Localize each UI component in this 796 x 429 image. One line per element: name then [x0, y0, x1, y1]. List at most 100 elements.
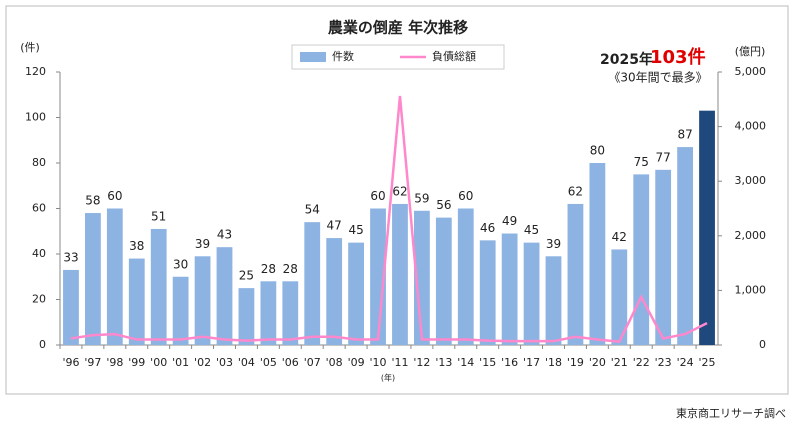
bar — [85, 213, 101, 345]
bar — [326, 238, 343, 345]
data-label: 46 — [480, 221, 495, 235]
y-tick-label: 80 — [32, 156, 46, 169]
bar — [106, 208, 123, 345]
x-tick-label: '15 — [479, 356, 496, 369]
y-tick-label: 100 — [25, 111, 46, 124]
x-tick-label: '21 — [611, 356, 628, 369]
source: 東京商工リサーチ調べ — [676, 406, 786, 420]
data-label: 54 — [305, 203, 320, 217]
x-tick-label: '01 — [172, 356, 189, 369]
annotation-note: 《30年間で最多》 — [608, 71, 707, 85]
y-tick-label: 40 — [32, 247, 46, 260]
bar — [370, 208, 386, 345]
bar — [414, 210, 430, 345]
data-label: 33 — [63, 250, 78, 264]
line — [70, 95, 708, 344]
bar — [150, 228, 167, 345]
y-tick-label: 60 — [32, 202, 46, 215]
x-tick-label: '98 — [106, 356, 123, 369]
data-label: 43 — [217, 228, 232, 242]
data-label: 47 — [327, 219, 342, 233]
data-label: 80 — [590, 144, 605, 158]
annotation-highlight: 103件 — [650, 46, 706, 68]
y2-tick-label: 5,000 — [735, 65, 767, 78]
bar — [633, 174, 650, 345]
bar — [260, 281, 277, 345]
x-tick-label: '22 — [633, 356, 650, 369]
data-label: 62 — [392, 184, 407, 198]
data-label: 60 — [370, 189, 385, 203]
bar — [392, 203, 408, 345]
legend-label: 件数 — [332, 50, 354, 63]
y2-tick-label: 2,000 — [735, 229, 767, 242]
x-tick-label: '11 — [391, 356, 408, 369]
bar — [523, 242, 540, 345]
y-tick-label: 120 — [25, 65, 46, 78]
bar — [304, 222, 321, 345]
y2-tick-label: 0 — [759, 338, 766, 351]
x-tick-label: '09 — [348, 356, 365, 369]
bar — [589, 163, 606, 345]
x-tick-label: '02 — [194, 356, 211, 369]
bar — [435, 217, 452, 345]
data-label: 58 — [85, 194, 100, 208]
chart-title: 農業の倒産 年次推移 — [328, 19, 468, 37]
x-tick-label: '12 — [413, 356, 430, 369]
x-tick-label: '17 — [523, 356, 540, 369]
x-tick-label: '07 — [304, 356, 321, 369]
bar — [128, 258, 145, 345]
data-label: 49 — [502, 214, 517, 228]
bar — [348, 242, 364, 345]
data-label: 38 — [129, 239, 144, 253]
x-tick-label: '19 — [567, 356, 584, 369]
y-tick-label: 0 — [39, 338, 46, 351]
annotation-prefix: 2025年 — [600, 51, 653, 68]
bar — [655, 169, 672, 345]
data-label: 45 — [348, 223, 363, 237]
x-tick-label: '96 — [62, 356, 79, 369]
x-tick-label: '06 — [282, 356, 299, 369]
legend-label: 負債総額 — [432, 49, 476, 63]
y-tick-label: 20 — [32, 293, 46, 306]
bar — [63, 269, 79, 345]
data-label: 59 — [414, 191, 429, 205]
bar — [545, 256, 562, 345]
data-label: 25 — [239, 269, 254, 283]
data-label: 60 — [458, 189, 473, 203]
x-tick-label: '99 — [128, 356, 145, 369]
x-tick-label: '03 — [216, 356, 233, 369]
bar — [238, 288, 255, 345]
x-tick-label: '10 — [370, 356, 387, 369]
y2-tick-label: 1,000 — [735, 283, 767, 296]
bar — [611, 249, 628, 345]
legend-swatch — [300, 52, 326, 62]
x-tick-label: '23 — [655, 356, 672, 369]
bar — [479, 240, 496, 345]
x-tick-label: '97 — [84, 356, 101, 369]
data-label: 39 — [546, 237, 561, 251]
bar — [567, 203, 584, 345]
data-label: 30 — [173, 257, 188, 271]
data-label: 51 — [151, 209, 166, 223]
x-tick-label: '18 — [545, 356, 562, 369]
bar — [699, 110, 715, 345]
x-tick-label: '04 — [238, 356, 255, 369]
y-unit: (件) — [20, 41, 40, 54]
frame — [5, 5, 789, 395]
data-label: 75 — [634, 155, 649, 169]
bar — [172, 276, 189, 345]
bar — [677, 147, 693, 345]
data-label: 77 — [656, 150, 671, 164]
data-label: 56 — [436, 198, 451, 212]
bar — [457, 208, 474, 345]
data-label: 62 — [568, 184, 583, 198]
x-tick-label: '24 — [677, 356, 694, 369]
x-tick-label: '05 — [260, 356, 277, 369]
bar — [282, 281, 299, 345]
x-tick-label: '16 — [501, 356, 518, 369]
bar — [501, 233, 518, 345]
bar — [216, 247, 233, 345]
y2-tick-label: 3,000 — [735, 174, 767, 187]
data-label: 45 — [524, 223, 539, 237]
